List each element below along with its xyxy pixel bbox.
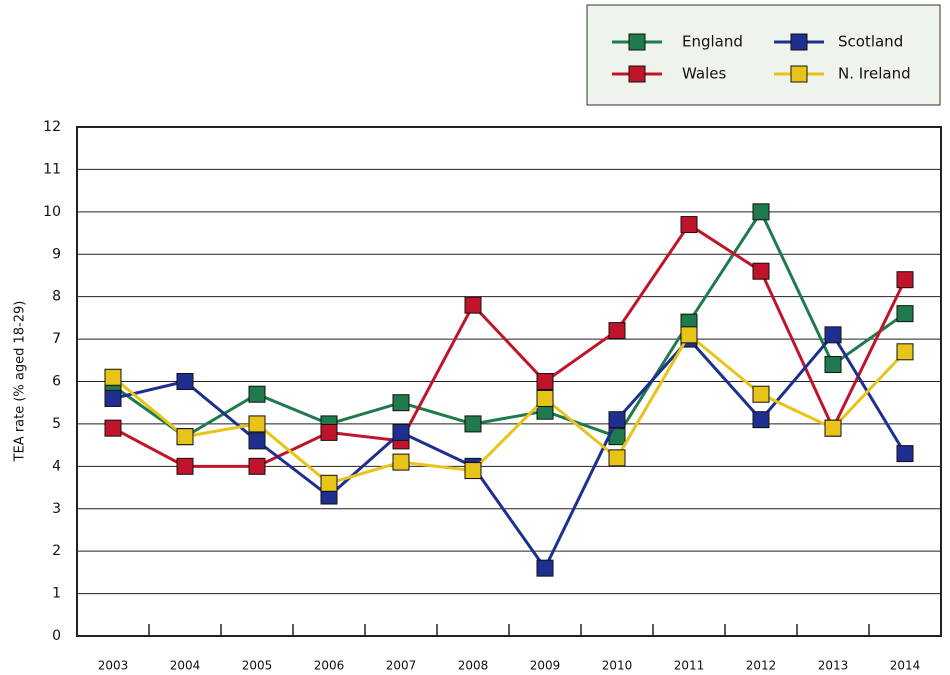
x-tick-label: 2014 — [890, 659, 921, 673]
data-point — [320, 423, 338, 441]
data-point — [824, 356, 842, 374]
data-point — [104, 389, 122, 407]
x-tick-label: 2012 — [746, 659, 777, 673]
data-point — [464, 415, 482, 433]
x-tick-label: 2006 — [314, 659, 345, 673]
y-tick-label: 1 — [52, 586, 61, 602]
data-point — [680, 326, 698, 344]
legend-label: N. Ireland — [838, 65, 911, 83]
data-point — [176, 457, 194, 475]
legend-label: Scotland — [838, 33, 903, 51]
data-point — [320, 474, 338, 492]
data-point — [536, 373, 554, 390]
plot-border — [76, 126, 942, 637]
data-point — [176, 428, 194, 446]
series-line — [112, 222, 907, 468]
y-tick-label: 8 — [52, 289, 61, 305]
data-point — [464, 462, 482, 480]
y-tick-label: 6 — [52, 374, 61, 390]
series-line — [112, 332, 907, 485]
data-point — [392, 453, 410, 471]
data-point — [608, 449, 626, 467]
x-tick-label: 2008 — [458, 659, 489, 673]
data-point — [392, 423, 410, 441]
y-axis-label: TEA rate (% aged 18-29) — [13, 301, 28, 463]
data-point — [752, 385, 770, 403]
data-point — [104, 419, 122, 437]
legend-marker — [790, 65, 808, 83]
x-tick-label: 2013 — [818, 659, 849, 673]
y-tick-label: 7 — [52, 331, 61, 347]
data-point — [608, 322, 626, 340]
y-tick-label: 0 — [52, 628, 61, 644]
data-point — [104, 368, 122, 386]
y-tick-label: 4 — [52, 458, 61, 474]
x-tick-label: 2010 — [602, 659, 633, 673]
data-point — [752, 411, 770, 429]
data-point — [248, 415, 266, 433]
data-point — [752, 262, 770, 280]
legend-marker — [790, 33, 808, 51]
data-point — [248, 432, 266, 450]
legend-label: Wales — [682, 65, 726, 83]
legend-label: England — [682, 33, 743, 51]
x-tick-label: 2011 — [674, 659, 705, 673]
data-point — [536, 559, 554, 577]
data-point — [824, 419, 842, 437]
data-point — [824, 326, 842, 344]
series-line — [112, 208, 906, 439]
x-tick-label: 2003 — [98, 659, 129, 673]
data-point — [464, 296, 482, 314]
data-point — [896, 305, 914, 323]
data-point — [680, 216, 698, 234]
x-tick-label: 2004 — [170, 659, 201, 673]
data-point — [248, 385, 266, 403]
x-tick-label: 2009 — [530, 659, 561, 673]
y-tick-label: 10 — [43, 204, 61, 220]
legend-marker — [628, 33, 646, 51]
data-point — [608, 411, 626, 429]
data-point — [176, 373, 194, 390]
legend-box — [586, 4, 941, 106]
data-point — [536, 389, 554, 407]
y-tick-label: 12 — [43, 119, 61, 135]
data-point — [392, 394, 410, 412]
y-tick-label: 2 — [52, 543, 61, 559]
data-point — [896, 271, 914, 289]
x-tick-label: 2007 — [386, 659, 417, 673]
legend-marker — [628, 65, 646, 83]
data-point — [248, 457, 266, 475]
data-point — [896, 445, 914, 463]
data-point — [896, 343, 914, 361]
x-tick-label: 2005 — [242, 659, 273, 673]
data-point — [752, 203, 770, 221]
series-line — [112, 332, 907, 572]
y-tick-label: 9 — [52, 246, 61, 262]
y-tick-label: 5 — [52, 416, 61, 432]
y-tick-label: 11 — [43, 161, 61, 177]
y-tick-label: 3 — [52, 501, 61, 517]
